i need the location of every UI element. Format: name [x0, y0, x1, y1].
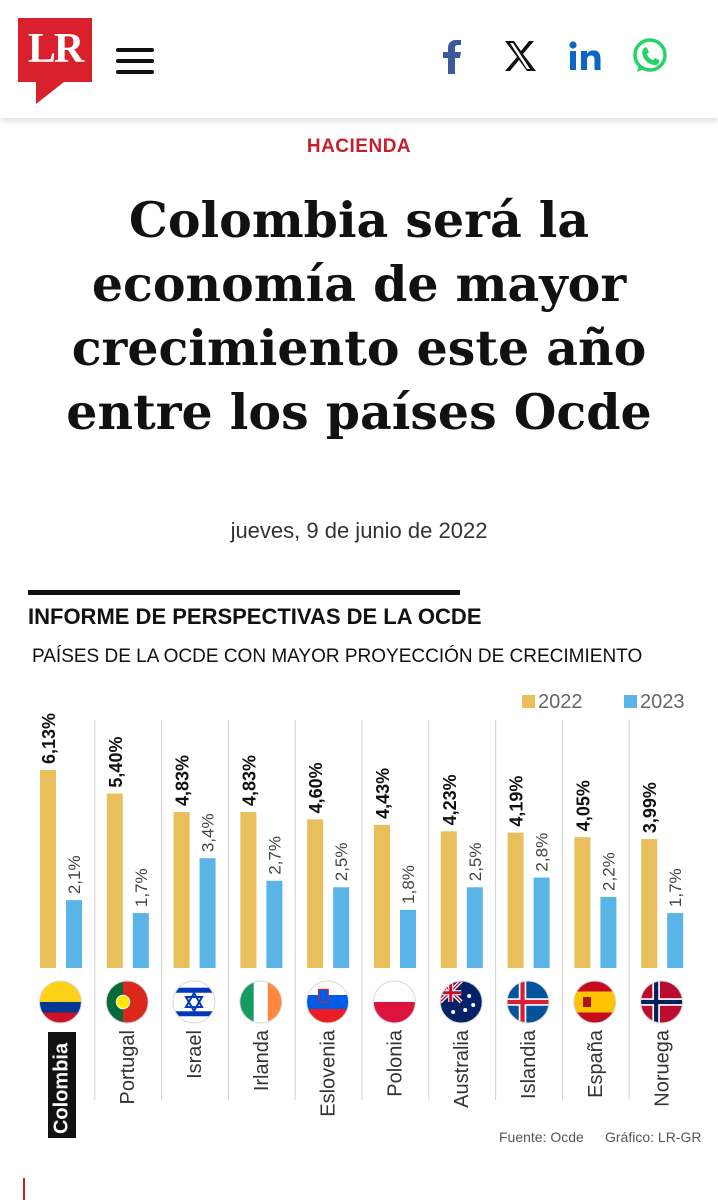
country-label-irlanda: Irlanda	[251, 1029, 273, 1091]
legend-swatch-2023	[624, 695, 637, 708]
graphic-credit: Gráfico: LR-GR	[605, 1129, 701, 1145]
logo-text: LR	[27, 26, 84, 72]
bar-2022-colombia	[40, 770, 56, 968]
x-icon[interactable]	[494, 30, 546, 82]
label-2022-polonia: 4,43%	[373, 768, 393, 819]
menu-icon-line	[116, 59, 154, 63]
bar-2023-islandia	[533, 877, 550, 968]
linkedin-icon[interactable]	[560, 30, 612, 82]
flag-colombia-icon	[38, 980, 82, 1024]
bar-2022-portugal	[106, 793, 123, 968]
flag-islandia-icon	[506, 980, 550, 1024]
menu-button[interactable]	[116, 48, 154, 74]
bar-2023-espana	[600, 896, 617, 968]
bar-2023-eslovenia	[333, 887, 350, 968]
country-label-islandia: Islandia	[518, 1029, 540, 1099]
legend-label-2023: 2023	[640, 691, 685, 713]
lr-logo[interactable]: LR	[18, 18, 92, 82]
flag-polonia-icon	[372, 980, 416, 1024]
label-2023-eslovenia: 2,5%	[332, 843, 351, 882]
label-2022-colombia: 6,13%	[39, 713, 59, 764]
country-label-israel: Israel	[184, 1030, 206, 1079]
label-2023-polonia: 1,8%	[399, 865, 418, 904]
menu-icon-line	[116, 70, 154, 74]
bar-2023-israel	[199, 858, 216, 968]
flag-eslovenia-icon	[306, 980, 350, 1024]
infographic-top-rule	[28, 590, 460, 595]
infographic-subtitle: PAÍSES DE LA OCDE CON MAYOR PROYECCIÓN D…	[32, 646, 643, 667]
label-2022-noruega: 3,99%	[640, 782, 660, 833]
legend-label-2022: 2022	[538, 691, 583, 713]
country-label-eslovenia: Eslovenia	[318, 1029, 340, 1117]
infographic-title: INFORME DE PERSPECTIVAS DE LA OCDE	[28, 604, 482, 629]
flag-australia-icon	[439, 980, 483, 1024]
label-2023-noruega: 1,7%	[666, 868, 685, 907]
bar-2023-polonia	[400, 909, 416, 968]
legend-swatch-2022	[522, 695, 535, 708]
country-label-polonia: Polonia	[384, 1029, 406, 1097]
scroll-indicator	[23, 1178, 25, 1200]
label-2022-israel: 4,83%	[173, 755, 193, 806]
label-2022-espana: 4,05%	[573, 780, 593, 831]
flag-portugal-icon	[105, 980, 149, 1024]
label-2023-espana: 2,2%	[599, 852, 618, 891]
bar-2023-colombia	[66, 900, 82, 968]
label-2022-islandia: 4,19%	[507, 776, 527, 827]
flag-irlanda-icon	[239, 980, 283, 1024]
growth-bar-chart: 2022 2023 6,13% 2,1% Colombia 5,40% 1,7% Portug…	[38, 691, 701, 1145]
label-2023-irlanda: 2,7%	[265, 836, 284, 875]
bar-2022-eslovenia	[307, 819, 324, 968]
bar-2022-israel	[173, 811, 190, 968]
country-label-colombia: Colombia	[50, 1042, 72, 1134]
logo-speech-tail	[36, 82, 64, 104]
article-date: jueves, 9 de junio de 2022	[230, 518, 488, 543]
label-2022-eslovenia: 4,60%	[306, 762, 326, 813]
label-2022-portugal: 5,40%	[106, 737, 126, 788]
bar-2022-irlanda	[240, 811, 257, 968]
section-label[interactable]: HACIENDA	[306, 136, 412, 157]
label-2022-irlanda: 4,83%	[239, 755, 259, 806]
bar-2022-australia	[440, 831, 457, 968]
country-label-espana: España	[585, 1029, 607, 1098]
bar-2023-irlanda	[266, 880, 283, 968]
source-note: Fuente: Ocde	[499, 1129, 584, 1145]
highlight-box	[48, 1032, 76, 1138]
whatsapp-icon[interactable]	[624, 30, 676, 82]
bar-2023-portugal	[132, 913, 149, 968]
label-2023-australia: 2,5%	[466, 843, 485, 882]
label-2023-israel: 3,4%	[199, 813, 218, 852]
menu-icon-line	[116, 48, 154, 52]
country-label-australia: Australia	[451, 1029, 473, 1108]
flag-israel-icon	[172, 980, 216, 1024]
bar-2022-islandia	[507, 832, 524, 968]
article-title: Colombia será la economía de mayor creci…	[66, 191, 652, 441]
country-label-portugal: Portugal	[117, 1030, 139, 1105]
bar-2022-espana	[574, 837, 591, 968]
bar-2022-noruega	[641, 839, 658, 968]
label-2023-portugal: 1,7%	[132, 868, 151, 907]
label-2022-australia: 4,23%	[440, 774, 460, 825]
flag-espana-icon	[573, 980, 617, 1024]
bar-2022-polonia	[374, 824, 390, 968]
bar-2023-noruega	[667, 913, 684, 968]
label-2023-colombia: 2,1%	[65, 855, 84, 894]
bar-2023-australia	[466, 887, 483, 968]
country-label-noruega: Noruega	[652, 1029, 674, 1107]
facebook-icon[interactable]	[426, 30, 478, 82]
flag-noruega-icon	[640, 980, 684, 1024]
site-header: LR	[0, 0, 718, 118]
label-2023-islandia: 2,8%	[533, 833, 552, 872]
